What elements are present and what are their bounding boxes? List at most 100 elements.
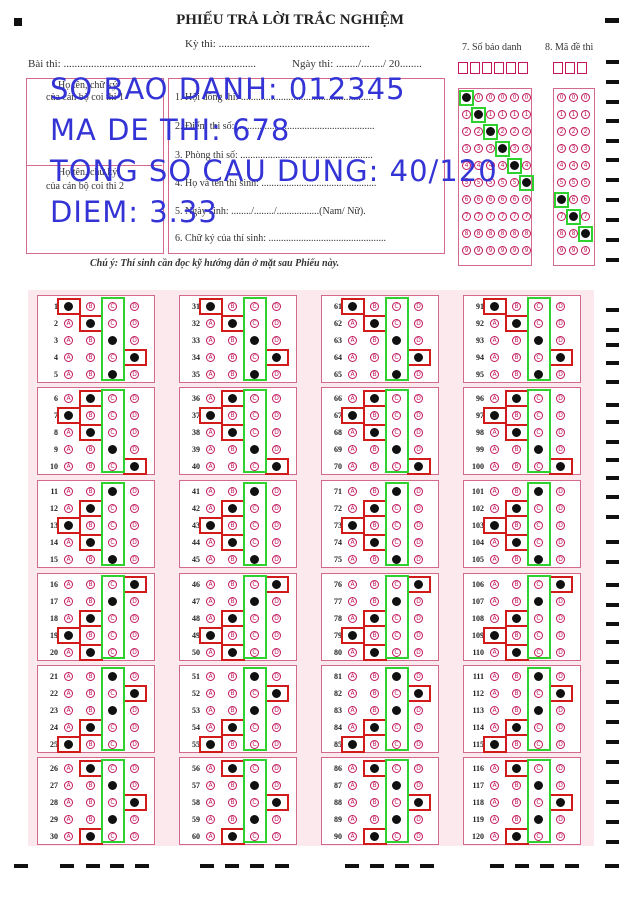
answer-bubble-a[interactable]: A — [490, 614, 499, 623]
answer-bubble-d[interactable]: D — [272, 740, 281, 749]
answer-bubble-c[interactable] — [250, 370, 259, 379]
digit-bubble[interactable]: 3 — [569, 144, 578, 153]
digit-bubble[interactable]: 5 — [569, 178, 578, 187]
answer-bubble-d[interactable]: D — [130, 631, 139, 640]
digit-bubble[interactable]: 3 — [486, 144, 495, 153]
answer-bubble-d[interactable]: D — [130, 504, 139, 513]
answer-bubble-d[interactable]: D — [556, 648, 565, 657]
answer-bubble-c[interactable] — [250, 445, 259, 454]
answer-bubble-a[interactable]: A — [348, 319, 357, 328]
answer-bubble-c[interactable] — [534, 445, 543, 454]
answer-bubble-c[interactable] — [392, 370, 401, 379]
answer-bubble-c[interactable] — [534, 555, 543, 564]
answer-bubble-d[interactable]: D — [272, 411, 281, 420]
answer-bubble-d[interactable]: D — [556, 740, 565, 749]
answer-bubble-a[interactable] — [490, 740, 499, 749]
answer-bubble-d[interactable]: D — [130, 555, 139, 564]
digit-bubble[interactable]: 7 — [486, 212, 495, 221]
answer-bubble-c[interactable] — [534, 706, 543, 715]
answer-bubble-a[interactable]: A — [490, 580, 499, 589]
answer-bubble-d[interactable] — [130, 580, 139, 589]
answer-bubble-a[interactable]: A — [348, 555, 357, 564]
answer-bubble-b[interactable]: B — [370, 706, 379, 715]
answer-bubble-c[interactable] — [250, 555, 259, 564]
answer-bubble-b[interactable]: B — [228, 706, 237, 715]
digit-bubble[interactable]: 3 — [462, 144, 471, 153]
answer-bubble-d[interactable] — [272, 798, 281, 807]
answer-bubble-b[interactable]: B — [370, 411, 379, 420]
answer-bubble-a[interactable]: A — [206, 781, 215, 790]
answer-bubble-a[interactable] — [348, 631, 357, 640]
answer-bubble-b[interactable]: B — [228, 370, 237, 379]
answer-bubble-c[interactable]: C — [534, 832, 543, 841]
answer-bubble-c[interactable]: C — [108, 462, 117, 471]
answer-bubble-d[interactable]: D — [414, 394, 423, 403]
digit-bubble[interactable]: 7 — [498, 212, 507, 221]
answer-bubble-c[interactable] — [108, 781, 117, 790]
digit-bubble[interactable]: 4 — [486, 161, 495, 170]
digit-bubble[interactable]: 6 — [510, 195, 519, 204]
answer-bubble-d[interactable]: D — [556, 504, 565, 513]
answer-bubble-d[interactable]: D — [130, 672, 139, 681]
answer-bubble-d[interactable]: D — [414, 504, 423, 513]
answer-bubble-a[interactable]: A — [64, 798, 73, 807]
answer-bubble-c[interactable] — [392, 555, 401, 564]
answer-bubble-a[interactable]: A — [64, 353, 73, 362]
answer-bubble-a[interactable]: A — [64, 336, 73, 345]
answer-bubble-b[interactable]: B — [228, 336, 237, 345]
answer-bubble-d[interactable]: D — [556, 597, 565, 606]
answer-bubble-b[interactable]: B — [512, 597, 521, 606]
answer-bubble-c[interactable] — [108, 370, 117, 379]
answer-bubble-b[interactable]: B — [86, 336, 95, 345]
answer-bubble-d[interactable] — [130, 689, 139, 698]
answer-bubble-b[interactable] — [86, 764, 95, 773]
digit-bubble[interactable]: 9 — [569, 246, 578, 255]
answer-bubble-d[interactable]: D — [414, 597, 423, 606]
answer-bubble-d[interactable]: D — [272, 428, 281, 437]
digit-bubble[interactable]: 4 — [498, 161, 507, 170]
answer-bubble-b[interactable]: B — [370, 740, 379, 749]
digit-bubble[interactable]: 1 — [522, 110, 531, 119]
answer-bubble-d[interactable]: D — [556, 319, 565, 328]
answer-bubble-c[interactable]: C — [108, 832, 117, 841]
answer-bubble-a[interactable]: A — [64, 370, 73, 379]
answer-bubble-b[interactable]: B — [86, 597, 95, 606]
answer-bubble-d[interactable]: D — [272, 815, 281, 824]
answer-bubble-b[interactable]: B — [86, 689, 95, 698]
answer-bubble-c[interactable]: C — [534, 614, 543, 623]
answer-bubble-d[interactable]: D — [414, 614, 423, 623]
digit-bubble[interactable]: 2 — [581, 127, 590, 136]
digit-bubble[interactable]: 5 — [474, 178, 483, 187]
answer-bubble-a[interactable]: A — [490, 798, 499, 807]
answer-bubble-c[interactable] — [108, 487, 117, 496]
answer-bubble-b[interactable]: B — [86, 672, 95, 681]
answer-bubble-d[interactable]: D — [272, 764, 281, 773]
answer-bubble-a[interactable]: A — [206, 538, 215, 547]
answer-bubble-a[interactable]: A — [64, 706, 73, 715]
answer-bubble-b[interactable]: B — [512, 706, 521, 715]
answer-bubble-c[interactable]: C — [392, 740, 401, 749]
answer-bubble-c[interactable] — [534, 336, 543, 345]
answer-bubble-d[interactable]: D — [414, 740, 423, 749]
answer-bubble-a[interactable]: A — [206, 370, 215, 379]
answer-bubble-d[interactable] — [272, 353, 281, 362]
answer-bubble-b[interactable]: B — [512, 672, 521, 681]
answer-bubble-a[interactable]: A — [206, 815, 215, 824]
digit-bubble[interactable]: 2 — [474, 127, 483, 136]
answer-bubble-a[interactable] — [490, 411, 499, 420]
answer-bubble-d[interactable]: D — [414, 487, 423, 496]
answer-bubble-b[interactable]: B — [86, 706, 95, 715]
answer-bubble-d[interactable]: D — [556, 428, 565, 437]
digit-bubble[interactable]: 8 — [522, 229, 531, 238]
answer-bubble-b[interactable] — [86, 648, 95, 657]
answer-bubble-a[interactable]: A — [348, 672, 357, 681]
answer-bubble-d[interactable]: D — [272, 487, 281, 496]
answer-bubble-a[interactable]: A — [348, 597, 357, 606]
answer-bubble-a[interactable]: A — [206, 672, 215, 681]
answer-bubble-b[interactable]: B — [86, 487, 95, 496]
answer-bubble-a[interactable]: A — [490, 462, 499, 471]
answer-bubble-b[interactable]: B — [370, 580, 379, 589]
answer-bubble-c[interactable]: C — [392, 538, 401, 547]
answer-bubble-b[interactable] — [512, 764, 521, 773]
answer-bubble-b[interactable]: B — [228, 445, 237, 454]
